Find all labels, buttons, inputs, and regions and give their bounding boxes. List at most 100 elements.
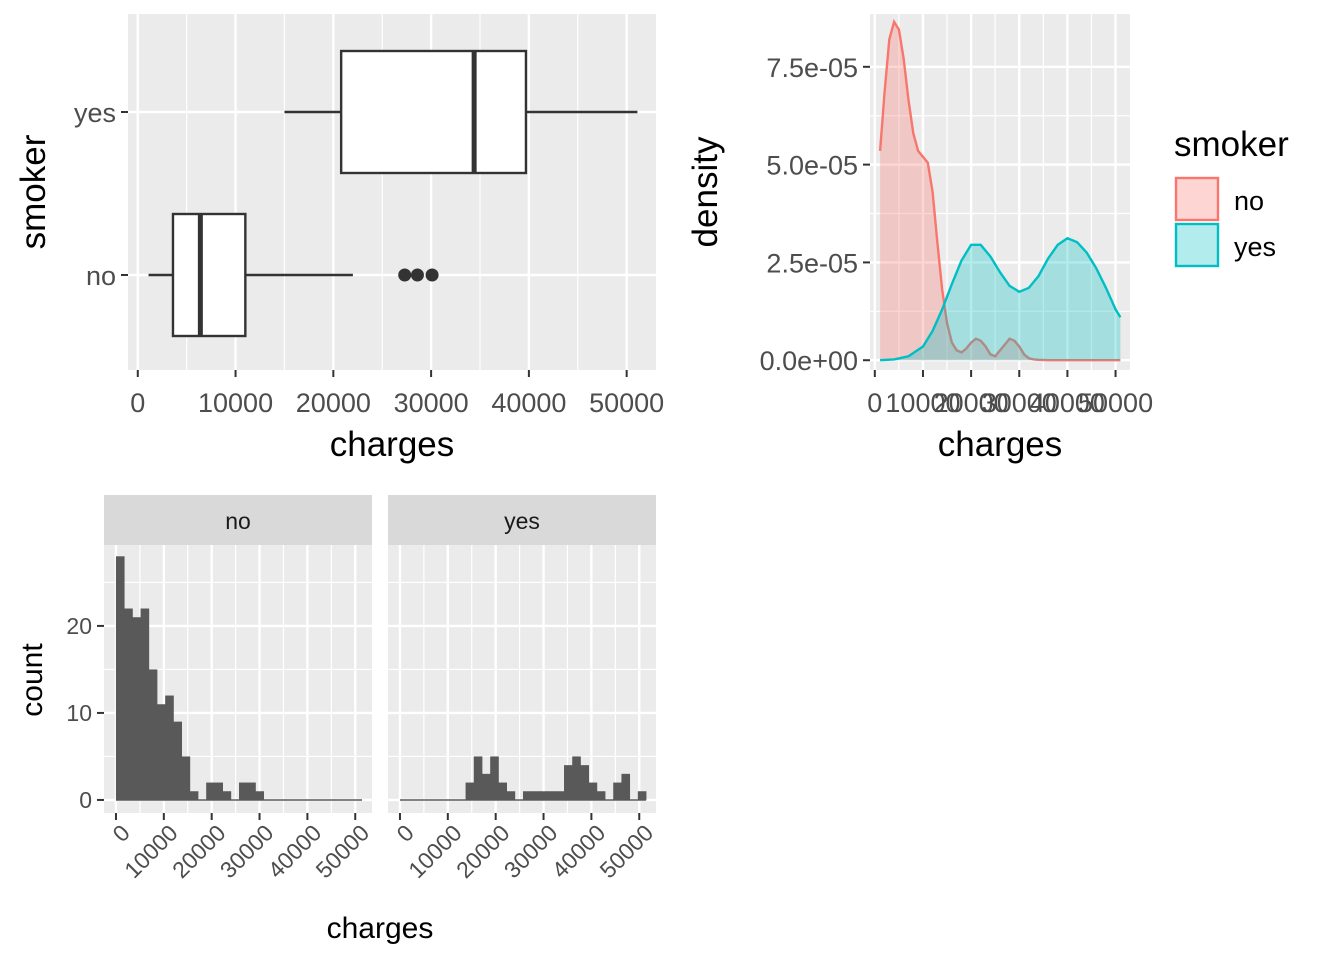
y-tick-label: 0.0e+00	[760, 346, 858, 376]
histogram-bar-no	[132, 617, 141, 800]
outlier-point	[410, 268, 424, 282]
histogram-bar-yes	[473, 756, 483, 800]
histogram-bar-no	[156, 704, 166, 800]
histogram-bar-yes	[564, 765, 573, 800]
density-x-axis-title: charges	[938, 425, 1063, 464]
histogram-bar-no	[189, 791, 199, 800]
histogram-bar-yes	[588, 782, 598, 800]
histogram-bar-yes	[490, 756, 499, 800]
y-tick-label: 10	[66, 700, 92, 726]
histogram-bar-yes	[523, 791, 532, 800]
box-yes	[339, 49, 528, 175]
x-tick-label: 0	[107, 820, 134, 847]
histogram-bar-no	[165, 695, 174, 800]
facet-label-yes: yes	[504, 508, 540, 534]
histogram-bar-no	[214, 782, 223, 800]
y-tick-label: 2.5e-05	[766, 248, 858, 278]
x-tick-label: 20000	[167, 820, 231, 884]
legend-label-yes: yes	[1234, 232, 1276, 262]
x-tick-label: 40000	[263, 820, 327, 884]
histogram-bar-no	[124, 608, 133, 800]
legend-label-no: no	[1234, 186, 1264, 216]
histogram-bar-yes	[637, 791, 647, 800]
legend-title: smoker	[1174, 125, 1289, 164]
histogram-bar-yes	[555, 791, 565, 800]
histogram-bars	[115, 556, 647, 801]
x-tick-label: 10000	[119, 820, 183, 884]
x-tick-label: 20000	[934, 388, 1009, 418]
boxplot-marks	[148, 49, 638, 338]
facet-strip-no	[104, 495, 372, 545]
density-marks	[878, 18, 1122, 362]
legend-key-no	[1174, 176, 1220, 222]
legend-key-yes	[1174, 222, 1220, 268]
outlier-point	[398, 268, 412, 282]
y-tick-label: yes	[74, 98, 116, 128]
histogram-bar-no	[173, 721, 182, 800]
histogram-bar-yes	[547, 791, 557, 800]
x-tick-label: 40000	[1030, 388, 1105, 418]
density-line-yes	[880, 236, 1122, 362]
histogram-bar-yes	[596, 791, 606, 800]
boxplot-axes: 0 10000 20000 30000 40000 50000 no yes	[74, 98, 664, 418]
x-tick-label: 30000	[982, 388, 1057, 418]
x-tick-label: 0	[130, 388, 145, 418]
histogram-bar-no	[222, 791, 232, 800]
x-tick-label: 10000	[403, 820, 467, 884]
histogram-bar-no	[206, 782, 215, 800]
histogram-bar-yes	[621, 773, 631, 800]
y-tick-label: no	[86, 261, 116, 291]
histogram-bar-no	[181, 756, 191, 800]
y-tick-label: 20	[66, 613, 92, 639]
histogram-y-axis-title: count	[16, 643, 49, 717]
histogram-bar-yes	[481, 773, 491, 800]
histogram-bar-yes	[539, 791, 549, 800]
outlier-point	[425, 268, 439, 282]
density-area-yes	[880, 238, 1121, 361]
density-y-axis-title: density	[686, 136, 725, 247]
facet-label-no: no	[225, 508, 251, 534]
density-legend: smoker no yes	[1174, 125, 1289, 268]
box-no	[171, 212, 247, 338]
histogram-bar-yes	[580, 765, 590, 800]
x-tick-label: 40000	[491, 388, 566, 418]
histogram-bar-yes	[506, 791, 516, 800]
x-tick-label: 40000	[547, 820, 611, 884]
facet-strip-yes	[388, 495, 656, 545]
y-tick-label: 7.5e-05	[766, 53, 858, 83]
histogram-bar-no	[239, 782, 248, 800]
histogram-bar-no	[140, 608, 150, 800]
boxplot-x-axis-title: charges	[330, 425, 455, 464]
histogram-x-axis-title: charges	[327, 912, 434, 945]
x-tick-label: 30000	[499, 820, 563, 884]
histogram-bar-yes	[572, 756, 581, 800]
histogram-bar-no	[115, 556, 125, 800]
x-tick-label: 30000	[394, 388, 469, 418]
histogram-bar-yes	[613, 782, 622, 800]
x-tick-label: 10000	[198, 388, 273, 418]
density-line-no	[878, 18, 1121, 362]
x-tick-label: 50000	[595, 820, 659, 884]
y-tick-label: 0	[79, 787, 92, 813]
histogram-bar-yes	[498, 782, 507, 800]
histogram-panel-yes-background	[388, 545, 656, 813]
x-tick-label: 0	[391, 820, 418, 847]
boxplot-y-axis-title: smoker	[14, 134, 53, 249]
histogram-bar-yes	[531, 791, 540, 800]
x-tick-label: 0	[867, 388, 882, 418]
x-tick-label: 50000	[589, 388, 664, 418]
density-panel-background	[870, 14, 1130, 370]
histogram-bar-no	[255, 791, 265, 800]
x-tick-label: 30000	[215, 820, 279, 884]
histogram-bar-no	[148, 669, 158, 800]
histogram-bar-yes	[465, 782, 475, 800]
x-tick-label: 20000	[451, 820, 515, 884]
x-tick-label: 50000	[1078, 388, 1153, 418]
x-tick-label: 50000	[311, 820, 375, 884]
x-tick-label: 20000	[296, 388, 371, 418]
x-tick-label: 10000	[885, 388, 960, 418]
